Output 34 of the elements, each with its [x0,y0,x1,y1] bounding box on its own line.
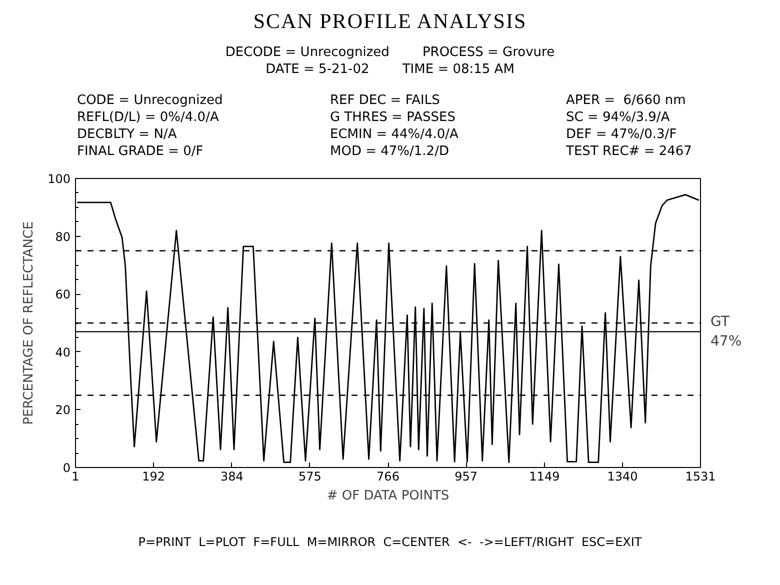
text: CODE = Unrecognized [77,93,223,108]
x-axis-title: # OF DATA POINTS [326,488,450,504]
x-tick-label: 957 [454,470,478,484]
text: G THRES = PASSES [330,110,456,125]
text: DEF = 47%/0.3/F [566,127,677,142]
text: SC = 94%/3.9/A [566,110,670,125]
x-tick-label: 1 [72,470,80,484]
x-tick-label: 1340 [607,470,638,484]
text: MOD = 47%/1.2/D [330,144,449,159]
y-axis-title: PERCENTAGE OF REFLECTANCE [22,221,37,425]
y-tick-label: 80 [55,230,71,244]
x-tick-label: 575 [298,470,322,484]
x-tick-label: 384 [220,470,244,484]
text: FINAL GRADE = 0/F [77,144,204,159]
chart-title: SCAN PROFILE ANALYSIS [252,8,528,35]
text: APER = 6/660 nm [566,93,686,108]
x-tick-label: 1531 [685,470,716,484]
x-tick-label: 192 [142,470,165,484]
text: DECBLTY = N/A [77,127,177,142]
y-tick-label: 0 [62,461,71,475]
text: TEST REC# = 2467 [566,144,692,159]
text: DATE = 5-21-02 TIME = 08:15 AM [266,62,514,77]
y-tick-label: 60 [55,288,71,302]
text: P=PRINT L=PLOT F=FULL M=MIRROR C=CENTER <- ->=LEFT/RIGHT ESC=EXIT [137,534,643,551]
text: REF DEC = FAILS [330,93,440,108]
text: ECMIN = 44%/4.0/A [330,127,458,142]
text: DECODE = Unrecognized PROCESS = Grovure [225,45,555,60]
y-tick-label: 100 [48,172,70,186]
y-tick-label: 20 [55,403,71,418]
x-tick-label: 766 [376,470,400,484]
x-tick-label: 1149 [529,470,560,484]
text: REFL(D/L) = 0%/4.0/A [77,110,219,125]
y-tick-label: 40 [55,345,71,360]
ref-line-label: GT 47% [710,314,742,350]
